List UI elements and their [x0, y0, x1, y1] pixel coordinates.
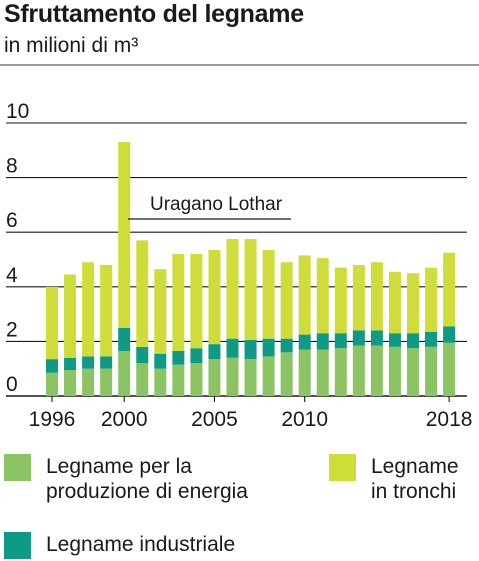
- bar-industriale-2010: [298, 334, 311, 350]
- chart-subtitle: in milioni di m³: [4, 34, 139, 57]
- bar-tronchi-2014: [370, 262, 383, 331]
- legend-label-industriale: Legname industriale: [46, 533, 236, 556]
- stacked-bar-chart: 0 2 4 6 8 10 1996 2000 2005 2010 2018 Uragano Loth…: [0, 64, 479, 431]
- bar-tronchi-2009: [280, 262, 293, 339]
- bar-industriale-2005: [208, 344, 221, 360]
- bar-industriale-2018: [443, 326, 456, 343]
- bar-energia-2003: [172, 364, 185, 396]
- x-tick-label: 2010: [281, 408, 328, 431]
- legend-swatch-industriale: [4, 532, 31, 559]
- bar-tronchi-2016: [407, 273, 419, 334]
- legend-item-industriale: Legname industriale: [4, 532, 235, 559]
- legend-item-tronchi: Legname in tronchi: [329, 454, 459, 504]
- bar-energia-2004: [190, 363, 203, 396]
- y-tick-label: 0: [6, 373, 18, 396]
- bar-tronchi-2013: [352, 264, 365, 331]
- bar-industriale-2012: [334, 333, 347, 349]
- bar-tronchi-2011: [316, 258, 329, 334]
- bar-industriale-1997: [64, 357, 77, 371]
- y-tick-label: 10: [6, 100, 29, 123]
- bar-tronchi-2015: [388, 271, 401, 334]
- bar-energia-2008: [262, 356, 275, 396]
- bar-industriale-2007: [244, 340, 257, 360]
- bar-industriale-1998: [82, 356, 95, 369]
- y-tick-label: 6: [6, 209, 18, 232]
- bar-industriale-2014: [370, 330, 383, 346]
- bar-energia-2006: [226, 357, 239, 396]
- bar-industriale-2008: [262, 338, 275, 357]
- bar-industriale-2000: [118, 327, 131, 351]
- y-tick-label: 4: [6, 264, 18, 287]
- bar-industriale-2009: [280, 338, 293, 353]
- bar-energia-2009: [280, 352, 293, 396]
- bar-tronchi-2010: [298, 255, 311, 335]
- bar-industriale-1999: [100, 356, 113, 369]
- bar-industriale-2011: [316, 333, 329, 350]
- bar-energia-2013: [352, 345, 365, 396]
- legend-label-energia: Legname per la produzione di energia: [46, 455, 248, 503]
- bar-energia-2016: [407, 348, 419, 396]
- x-tick-label: 1996: [29, 408, 76, 431]
- bar-tronchi-2001: [136, 240, 149, 347]
- bar-tronchi-2008: [262, 249, 275, 339]
- bar-industriale-2015: [388, 333, 401, 347]
- bar-energia-1996: [46, 372, 58, 396]
- bar-tronchi-2005: [208, 249, 221, 345]
- bar-energia-2002: [154, 368, 167, 396]
- bar-industriale-2004: [190, 348, 203, 364]
- bar-energia-2012: [334, 348, 347, 396]
- bar-tronchi-1998: [82, 262, 95, 357]
- legend-swatch-energia: [4, 454, 31, 481]
- bar-tronchi-2017: [425, 267, 438, 332]
- bar-tronchi-2003: [172, 254, 185, 351]
- bar-energia-2014: [370, 345, 383, 396]
- bar-industriale-1996: [46, 359, 58, 373]
- legend-swatch-tronchi: [329, 454, 356, 481]
- bar-energia-2005: [208, 359, 221, 396]
- legend-item-energia: Legname per la produzione di energia: [4, 454, 248, 504]
- tick-labels: 0 2 4 6 8 10 1996 2000 2005 2010 2018: [6, 100, 472, 431]
- bar-energia-1997: [64, 370, 77, 396]
- bar-industriale-2001: [136, 346, 149, 364]
- y-tick-label: 2: [6, 318, 18, 341]
- bar-tronchi-1996: [46, 286, 58, 360]
- bar-energia-2015: [388, 346, 401, 396]
- legend-label-tronchi: Legname in tronchi: [371, 455, 459, 503]
- bar-energia-2017: [425, 346, 438, 396]
- bar-energia-2011: [316, 349, 329, 396]
- bar-energia-2007: [244, 359, 257, 396]
- bar-energia-2000: [118, 350, 131, 396]
- chart-title: Sfruttamento del legname: [4, 0, 304, 28]
- bar-tronchi-2000: [118, 142, 131, 328]
- bar-energia-1999: [100, 368, 113, 396]
- bar-industriale-2016: [407, 333, 419, 349]
- bar-tronchi-2007: [244, 239, 257, 341]
- bar-tronchi-1999: [100, 264, 113, 357]
- y-tick-label: 8: [6, 155, 18, 178]
- bar-tronchi-2018: [443, 252, 456, 327]
- bar-energia-2018: [443, 342, 456, 396]
- bar-industriale-2017: [425, 331, 438, 347]
- bar-tronchi-2004: [190, 254, 203, 349]
- bar-industriale-2002: [154, 353, 167, 369]
- bar-industriale-2006: [226, 338, 239, 358]
- bar-tronchi-1997: [64, 274, 77, 358]
- bar-tronchi-2012: [334, 267, 347, 334]
- x-tick-label: 2018: [426, 408, 473, 431]
- bar-energia-2001: [136, 363, 149, 396]
- bar-tronchi-2006: [226, 239, 239, 339]
- x-tick-label: 2005: [191, 408, 238, 431]
- bar-energia-1998: [82, 368, 95, 396]
- annotation-group: Uragano Lothar: [128, 194, 291, 220]
- bar-energia-2010: [298, 349, 311, 396]
- bar-industriale-2003: [172, 350, 185, 365]
- annotation-uragano-lothar: Uragano Lothar: [150, 194, 283, 215]
- bars: [46, 142, 456, 396]
- bar-industriale-2013: [352, 330, 365, 346]
- bar-tronchi-2002: [154, 269, 167, 354]
- x-tick-label: 2000: [101, 408, 148, 431]
